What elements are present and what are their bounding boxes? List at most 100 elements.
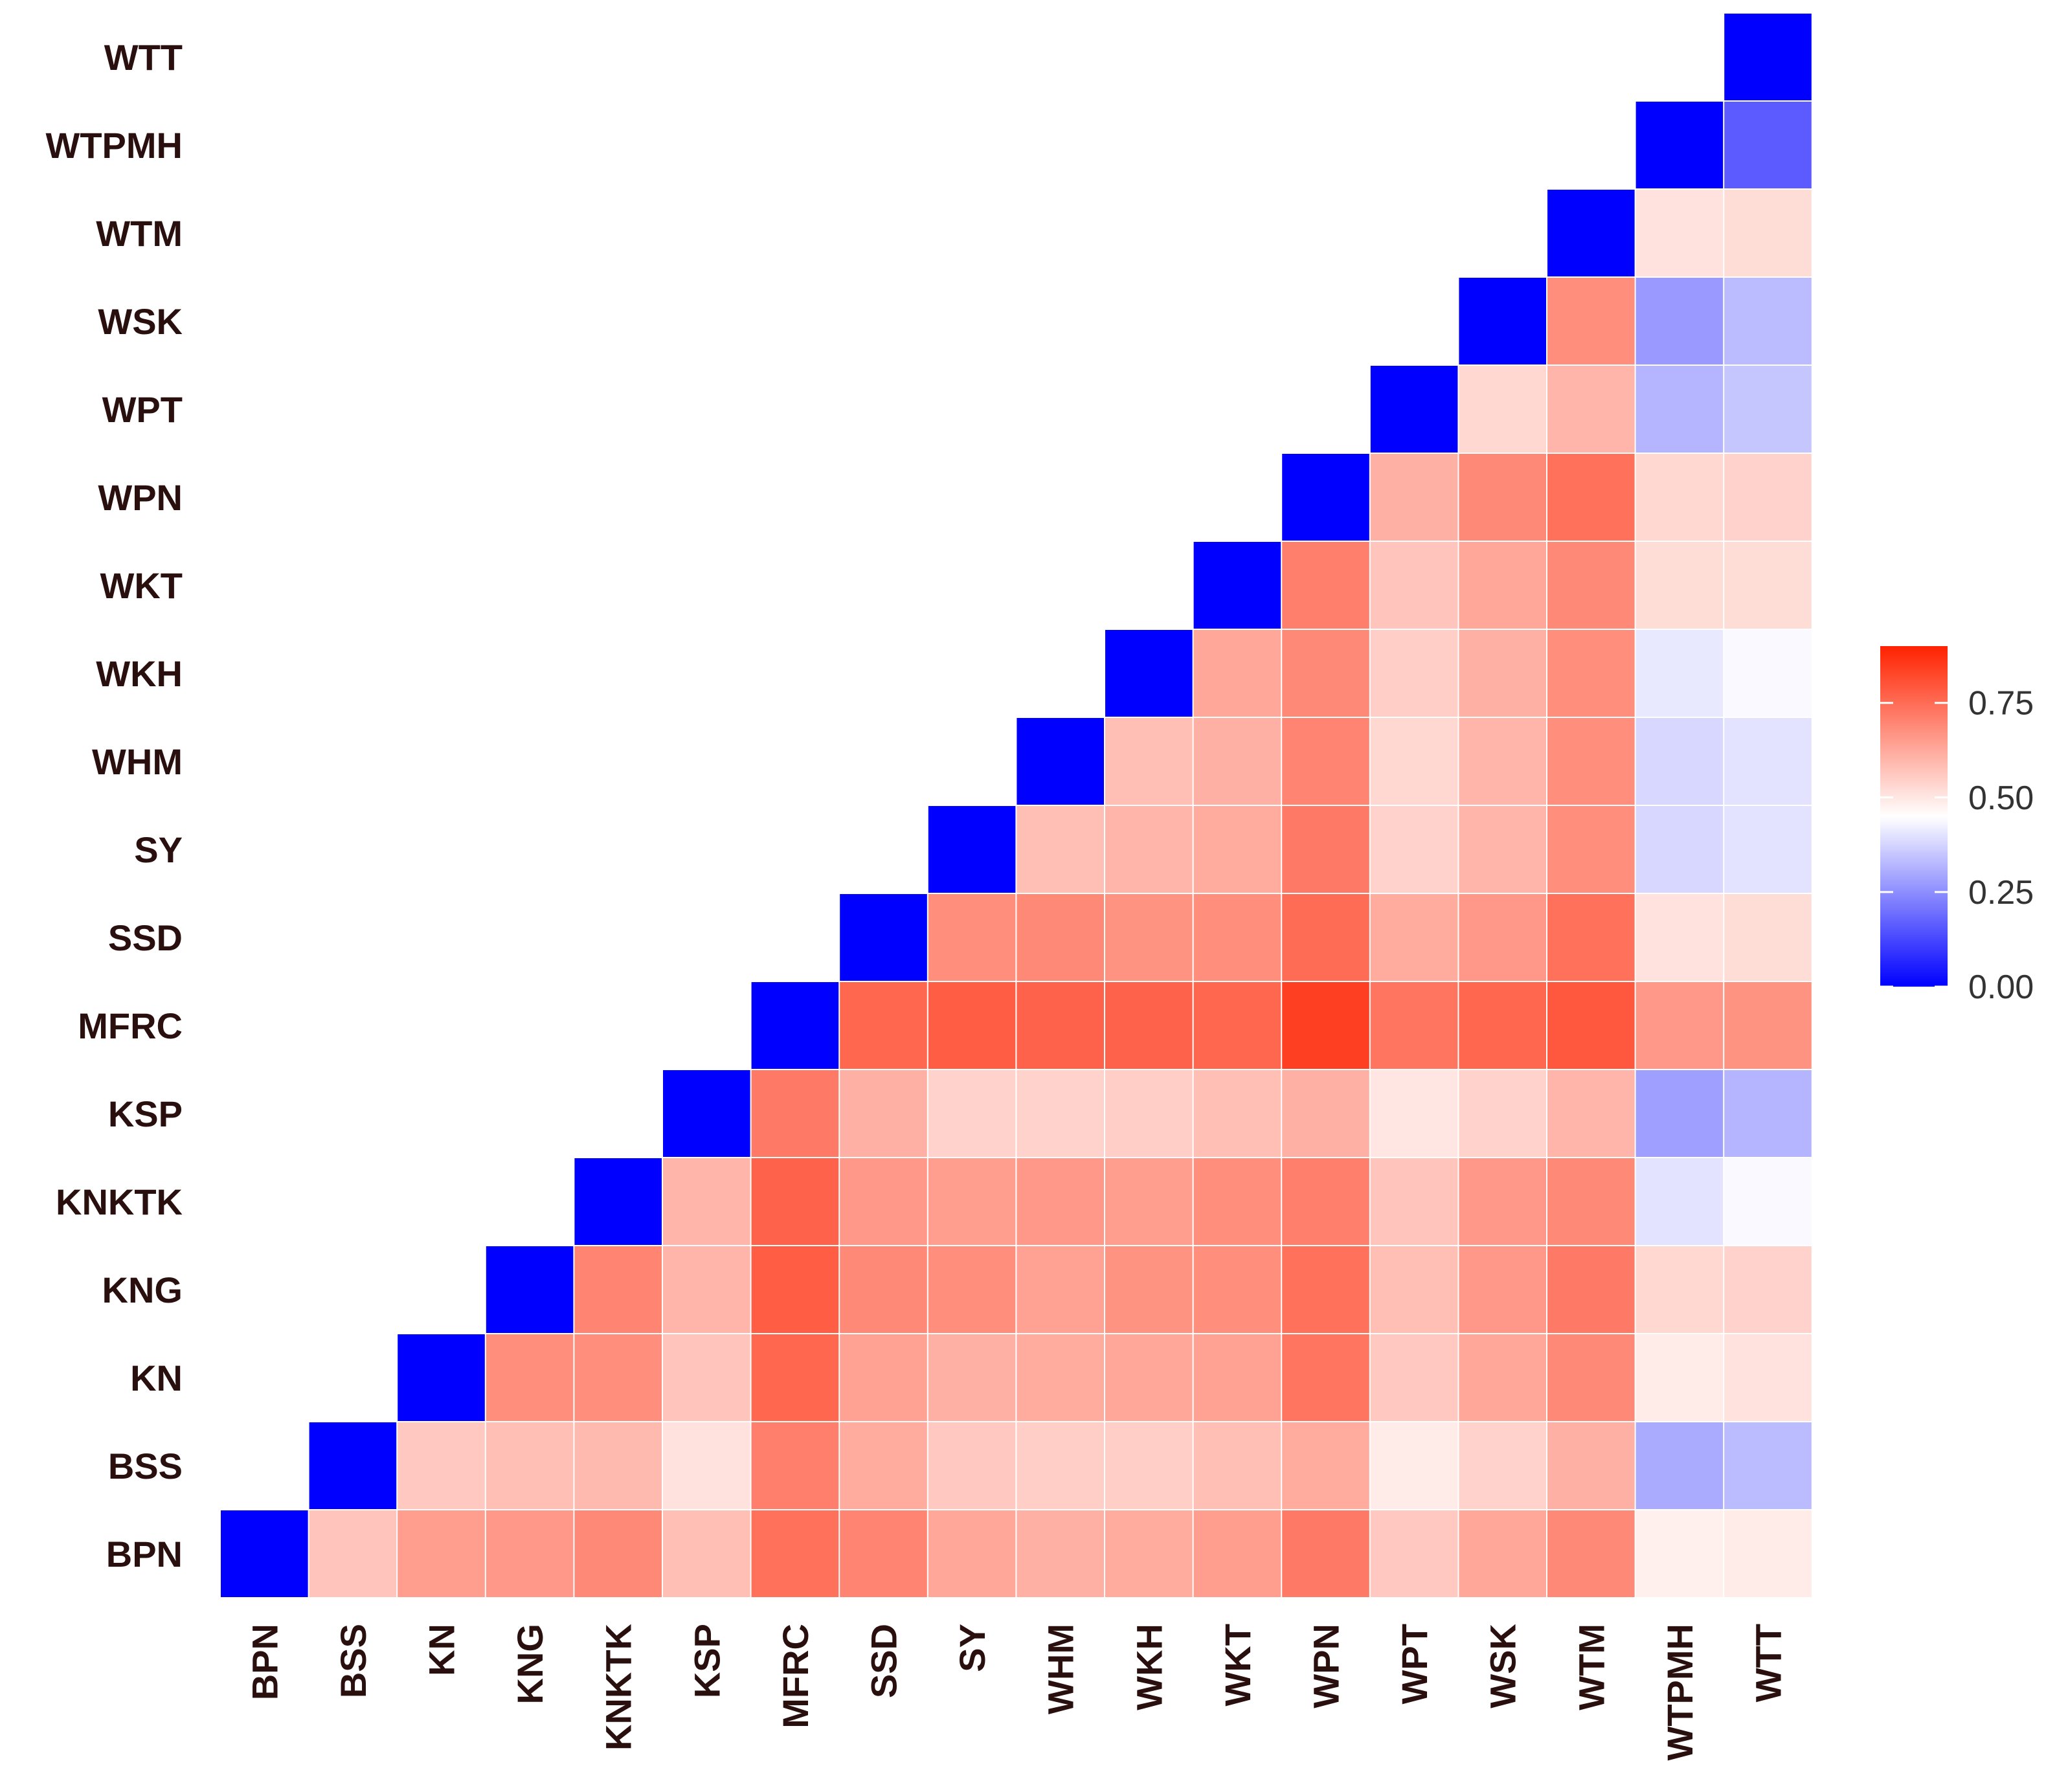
heatmap-cell-wsk-wpt (1459, 366, 1546, 453)
y-tick-label: BSS (108, 1446, 183, 1486)
heatmap-cell-ssd-mfrc (840, 982, 927, 1069)
heatmap-cell-wkh-kn (1105, 1334, 1193, 1421)
heatmap-cells (221, 14, 1812, 1597)
y-tick-label: KNKTK (56, 1182, 183, 1222)
heatmap-cell-ssd-ssd (840, 894, 927, 981)
heatmap-cell-wpt-bpn (1370, 1510, 1458, 1597)
y-tick-label: WPT (102, 389, 183, 430)
heatmap-cell-wtm-mfrc (1547, 982, 1635, 1069)
heatmap-cell-mfrc-kng (751, 1246, 839, 1333)
x-tick-label: SY (952, 1624, 993, 1672)
heatmap-cell-wpn-wkt (1282, 542, 1369, 629)
heatmap-cell-wkt-ssd (1193, 894, 1281, 981)
y-tick-label: MFRC (78, 1005, 183, 1046)
heatmap-cell-wpt-wpt (1370, 366, 1458, 453)
heatmap-cell-wtpmh-wtm (1635, 190, 1724, 276)
x-tick-label: WKT (1217, 1624, 1258, 1707)
heatmap-cell-wsk-knktk (1459, 1158, 1546, 1245)
heatmap-cell-wkh-knktk (1105, 1158, 1193, 1245)
heatmap-cell-wpn-knktk (1282, 1158, 1369, 1245)
heatmap-cell-mfrc-kn (751, 1334, 839, 1421)
heatmap-cell-wtpmh-wtpmh (1635, 102, 1724, 188)
heatmap-cell-whm-mfrc (1017, 982, 1104, 1069)
heatmap-cell-wpn-ksp (1282, 1070, 1369, 1157)
x-tick-label: WPT (1394, 1624, 1435, 1704)
legend-tick-label: 0.25 (1968, 874, 2034, 912)
heatmap-cell-wkt-knktk (1193, 1158, 1281, 1245)
heatmap-cell-wpt-kng (1370, 1246, 1458, 1333)
heatmap-cell-wtt-ssd (1724, 894, 1812, 981)
heatmap-cell-wpn-wkh (1282, 630, 1369, 717)
heatmap-cell-wkt-bpn (1193, 1510, 1281, 1597)
heatmap-cell-kng-kng (486, 1246, 574, 1333)
heatmap-cell-ksp-kng (663, 1246, 750, 1333)
x-tick-label: KNKTK (598, 1624, 639, 1751)
heatmap-cell-wpn-ssd (1282, 894, 1369, 981)
heatmap-cell-wsk-ksp (1459, 1070, 1546, 1157)
heatmap-cell-wsk-wsk (1459, 278, 1546, 364)
heatmap-cell-wtpmh-sy (1635, 806, 1724, 893)
y-tick-label: KN (130, 1358, 183, 1398)
heatmap-cell-wtt-wkh (1724, 630, 1812, 717)
heatmap-cell-wtm-kng (1547, 1246, 1635, 1333)
x-tick-label: WTT (1748, 1624, 1789, 1702)
heatmap-cell-wtt-ksp (1724, 1070, 1812, 1157)
heatmap-cell-whm-whm (1017, 718, 1104, 805)
heatmap-cell-wpt-mfrc (1370, 982, 1458, 1069)
heatmap-cell-wtpmh-kng (1635, 1246, 1724, 1333)
heatmap-cell-wtt-wsk (1724, 278, 1812, 364)
heatmap-cell-wpn-wpn (1282, 454, 1369, 541)
heatmap-cell-sy-ssd (928, 894, 1016, 981)
heatmap-cell-wtm-bpn (1547, 1510, 1635, 1597)
heatmap-cell-knktk-knktk (574, 1158, 662, 1245)
y-axis-labels: BPN BSS KN KNG KNKTK KSP MFRC SSD SY WHM WKH WKT WPN… (45, 37, 183, 1574)
heatmap-cell-wtpmh-wkh (1635, 630, 1724, 717)
heatmap-cell-ssd-kn (840, 1334, 927, 1421)
heatmap-cell-ssd-bpn (840, 1510, 927, 1597)
heatmap-cell-whm-kn (1017, 1334, 1104, 1421)
heatmap-cell-wtt-kng (1724, 1246, 1812, 1333)
heatmap-cell-wtm-wkh (1547, 630, 1635, 717)
heatmap-cell-knktk-bpn (574, 1510, 662, 1597)
x-tick-label: WTPMH (1659, 1624, 1700, 1761)
x-tick-label: MFRC (775, 1624, 816, 1729)
y-tick-label: KSP (108, 1093, 183, 1134)
x-tick-label: KN (422, 1624, 462, 1676)
heatmap-cell-wtt-whm (1724, 718, 1812, 805)
heatmap-cell-wtpmh-ksp (1635, 1070, 1724, 1157)
heatmap-cell-wtpmh-mfrc (1635, 982, 1724, 1069)
heatmap-cell-whm-knktk (1017, 1158, 1104, 1245)
heatmap-cell-wsk-wpn (1459, 454, 1546, 541)
x-tick-label: WPN (1306, 1624, 1347, 1708)
heatmap-cell-wtt-bss (1724, 1422, 1812, 1509)
heatmap-cell-wsk-sy (1459, 806, 1546, 893)
heatmap-cell-wkt-sy (1193, 806, 1281, 893)
legend-ticks: 0.00 0.25 0.50 0.75 (1880, 685, 2034, 1006)
heatmap-cell-whm-ssd (1017, 894, 1104, 981)
heatmap-cell-wtm-knktk (1547, 1158, 1635, 1245)
heatmap-cell-wkh-wkh (1105, 630, 1193, 717)
heatmap-cell-ssd-bss (840, 1422, 927, 1509)
heatmap-cell-wkt-wkh (1193, 630, 1281, 717)
heatmap-cell-wsk-kn (1459, 1334, 1546, 1421)
y-tick-label: WTT (104, 37, 183, 78)
heatmap-cell-wkh-sy (1105, 806, 1193, 893)
heatmap-cell-kng-kn (486, 1334, 574, 1421)
heatmap-cell-wpn-sy (1282, 806, 1369, 893)
x-tick-label: BSS (333, 1624, 374, 1698)
heatmap-cell-sy-bpn (928, 1510, 1016, 1597)
heatmap-cell-ksp-kn (663, 1334, 750, 1421)
heatmap-cell-wtpmh-bpn (1635, 1510, 1724, 1597)
y-tick-label: SY (134, 829, 183, 870)
heatmap-cell-bss-bpn (309, 1510, 397, 1597)
x-tick-label: WSK (1483, 1624, 1523, 1708)
heatmap-cell-wsk-kng (1459, 1246, 1546, 1333)
heatmap-cell-wkt-bss (1193, 1422, 1281, 1509)
y-tick-label: BPN (106, 1534, 183, 1574)
heatmap-cell-wkh-ksp (1105, 1070, 1193, 1157)
x-tick-label: WTM (1571, 1624, 1612, 1710)
heatmap-cell-wtt-bpn (1724, 1510, 1812, 1597)
heatmap-cell-wpt-bss (1370, 1422, 1458, 1509)
heatmap-cell-wtt-wtt (1724, 14, 1812, 100)
heatmap-cell-wtt-kn (1724, 1334, 1812, 1421)
